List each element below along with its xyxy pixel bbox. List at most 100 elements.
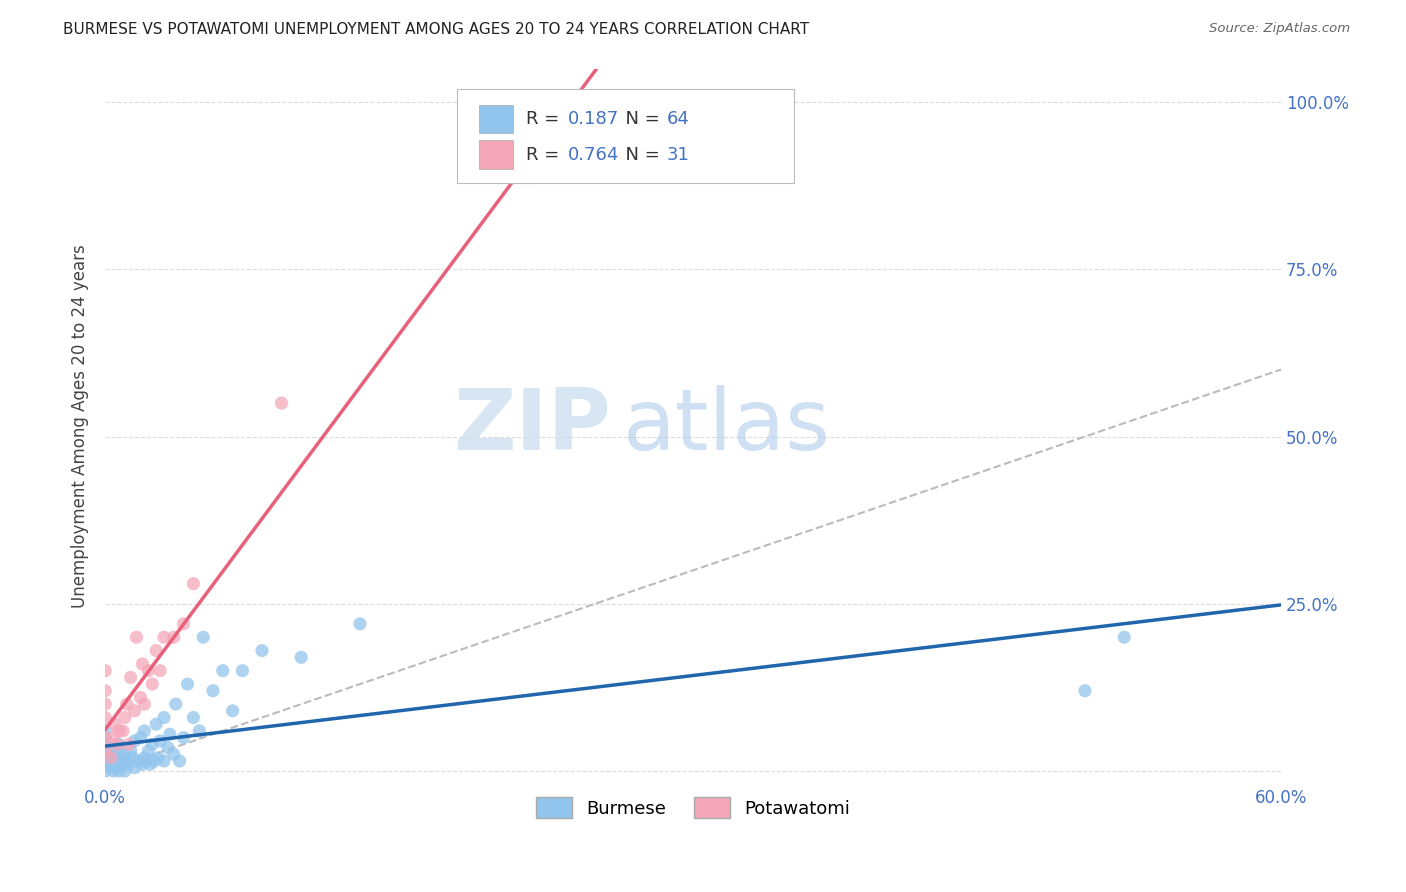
- Point: [134, 723, 156, 738]
- Point: [131, 657, 153, 671]
- Text: atlas: atlas: [623, 385, 831, 468]
- Point: [115, 754, 138, 768]
- Point: [134, 750, 156, 764]
- Point: [183, 710, 205, 724]
- Point: [94, 683, 117, 698]
- Point: [118, 757, 141, 772]
- Point: [105, 744, 128, 758]
- Text: BURMESE VS POTAWATOMI UNEMPLOYMENT AMONG AGES 20 TO 24 YEARS CORRELATION CHART: BURMESE VS POTAWATOMI UNEMPLOYMENT AMONG…: [63, 22, 810, 37]
- Point: [101, 731, 124, 745]
- Text: 64: 64: [666, 110, 689, 128]
- Point: [153, 710, 176, 724]
- Point: [221, 704, 243, 718]
- Text: N =: N =: [614, 110, 666, 128]
- Point: [120, 744, 142, 758]
- Text: 0.764: 0.764: [568, 145, 620, 163]
- Point: [129, 731, 152, 745]
- Point: [349, 616, 371, 631]
- Point: [211, 664, 233, 678]
- Point: [173, 616, 195, 631]
- Point: [270, 396, 292, 410]
- Point: [131, 757, 153, 772]
- Point: [94, 664, 117, 678]
- Point: [100, 750, 122, 764]
- Point: [105, 761, 128, 775]
- Point: [94, 744, 117, 758]
- Point: [94, 750, 117, 764]
- Point: [121, 750, 143, 764]
- Point: [101, 764, 124, 778]
- Point: [94, 740, 117, 755]
- Point: [114, 747, 136, 762]
- Point: [129, 690, 152, 705]
- Text: R =: R =: [526, 145, 565, 163]
- Point: [94, 764, 117, 778]
- Point: [104, 761, 127, 775]
- Point: [149, 734, 172, 748]
- Point: [188, 723, 211, 738]
- Point: [110, 754, 132, 768]
- Point: [94, 723, 117, 738]
- Point: [115, 697, 138, 711]
- Point: [290, 650, 312, 665]
- Y-axis label: Unemployment Among Ages 20 to 24 years: Unemployment Among Ages 20 to 24 years: [72, 244, 89, 608]
- Point: [173, 731, 195, 745]
- Point: [94, 710, 117, 724]
- Point: [163, 630, 186, 644]
- Point: [114, 764, 136, 778]
- Point: [94, 731, 117, 745]
- Point: [159, 727, 181, 741]
- Point: [141, 737, 163, 751]
- Text: ZIP: ZIP: [453, 385, 610, 468]
- Point: [250, 643, 273, 657]
- Point: [169, 754, 191, 768]
- Point: [111, 750, 134, 764]
- Point: [231, 664, 253, 678]
- Point: [165, 697, 187, 711]
- Legend: Burmese, Potawatomi: Burmese, Potawatomi: [529, 790, 858, 825]
- Point: [104, 717, 127, 731]
- Point: [183, 576, 205, 591]
- Point: [94, 757, 117, 772]
- Point: [105, 737, 128, 751]
- Point: [94, 697, 117, 711]
- Point: [1074, 683, 1097, 698]
- Point: [1114, 630, 1136, 644]
- Point: [114, 710, 136, 724]
- Point: [104, 754, 127, 768]
- Point: [136, 744, 159, 758]
- Point: [163, 747, 186, 762]
- Point: [149, 664, 172, 678]
- Point: [143, 754, 166, 768]
- Point: [94, 731, 117, 745]
- Text: Source: ZipAtlas.com: Source: ZipAtlas.com: [1209, 22, 1350, 36]
- Point: [153, 754, 176, 768]
- Point: [146, 750, 169, 764]
- Point: [111, 723, 134, 738]
- Point: [108, 764, 131, 778]
- Point: [108, 737, 131, 751]
- Point: [145, 717, 167, 731]
- Point: [583, 95, 606, 109]
- Point: [125, 630, 148, 644]
- Point: [134, 697, 156, 711]
- Point: [128, 754, 150, 768]
- Point: [94, 744, 117, 758]
- Point: [201, 683, 224, 698]
- Point: [193, 630, 215, 644]
- Point: [94, 747, 117, 762]
- Text: 0.187: 0.187: [568, 110, 619, 128]
- Point: [114, 757, 136, 772]
- Point: [156, 740, 179, 755]
- Point: [120, 670, 142, 684]
- Text: N =: N =: [614, 145, 666, 163]
- Point: [108, 723, 131, 738]
- Point: [145, 643, 167, 657]
- Text: 31: 31: [666, 145, 689, 163]
- Point: [118, 737, 141, 751]
- Point: [141, 677, 163, 691]
- Point: [101, 750, 124, 764]
- Point: [124, 734, 146, 748]
- Point: [94, 754, 117, 768]
- Point: [104, 747, 127, 762]
